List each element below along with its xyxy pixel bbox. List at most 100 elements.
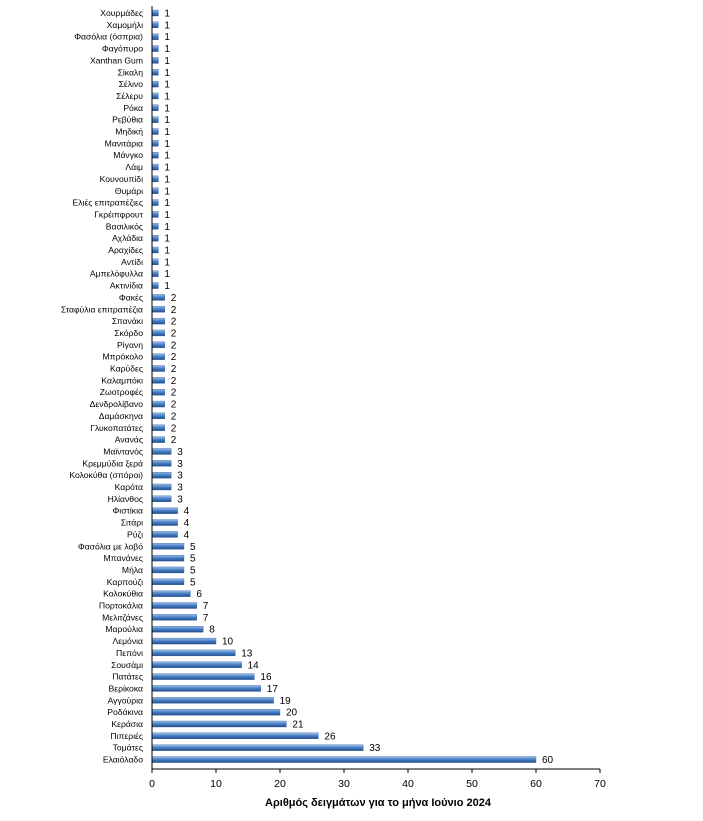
bar [151, 543, 185, 550]
category-label: Βερίκοκα [109, 683, 144, 693]
value-label: 2 [171, 293, 177, 304]
bar [151, 353, 165, 360]
x-tick-label: 0 [149, 778, 155, 790]
bar [151, 282, 159, 289]
bar [151, 104, 159, 111]
category-label: Μάνγκο [113, 150, 143, 160]
value-label: 26 [324, 731, 336, 742]
bar [151, 223, 159, 230]
category-label: Ρίγανη [117, 340, 143, 350]
value-label: 1 [164, 234, 170, 245]
value-label: 2 [171, 423, 177, 434]
category-label: Ανανάς [115, 435, 143, 445]
bar [151, 578, 185, 585]
bar [151, 471, 172, 479]
value-label: 1 [164, 20, 170, 31]
x-tick-label: 40 [402, 778, 414, 790]
category-label: Πιπεριές [110, 731, 143, 741]
value-label: 5 [190, 565, 196, 576]
category-label: Σέλερυ [116, 91, 143, 101]
bar [151, 709, 281, 716]
bar [151, 720, 287, 728]
value-label: 19 [280, 696, 292, 707]
bar [151, 614, 197, 621]
value-label: 3 [177, 447, 183, 458]
bars-layer [151, 9, 537, 763]
value-label: 7 [203, 613, 209, 624]
bar [151, 294, 165, 301]
bar [151, 448, 172, 455]
x-tick-label: 50 [466, 778, 478, 790]
category-label: Φασόλια (όσπρια) [74, 32, 143, 42]
x-axis-ticks: 0 10 20 30 40 50 60 70 [149, 769, 606, 790]
value-label: 8 [209, 625, 215, 636]
category-label: Γκρέιπφρουτ [94, 209, 143, 219]
category-label: Μαρούλια [105, 624, 143, 634]
category-label: Ροδάκινα [107, 707, 143, 717]
category-label: Κολοκύθια [103, 589, 143, 599]
category-label: Πεπόνι [116, 648, 143, 658]
category-label: Μηδική [115, 127, 143, 137]
category-label: Σκόρδο [114, 328, 143, 338]
category-label: Λάιμ [125, 162, 143, 172]
value-label: 1 [164, 151, 170, 162]
bar [151, 436, 165, 443]
bar [151, 377, 165, 384]
bar [151, 258, 159, 266]
bar [151, 92, 159, 100]
category-label: Τομάτες [113, 743, 143, 753]
value-label: 2 [171, 400, 177, 411]
value-label: 1 [164, 103, 170, 114]
value-label: 1 [164, 210, 170, 221]
bar [151, 756, 537, 763]
value-label: 5 [190, 542, 196, 553]
value-label: 2 [171, 435, 177, 446]
bar [151, 400, 165, 408]
x-tick-label: 70 [594, 778, 606, 790]
value-label: 2 [171, 411, 177, 422]
bar [151, 531, 178, 538]
bar [151, 128, 159, 135]
bar [151, 152, 159, 159]
value-label: 14 [248, 660, 260, 671]
category-label: Xanthan Gum [90, 55, 143, 65]
category-label: Ζωοτροφές [100, 387, 143, 397]
value-label: 1 [164, 68, 170, 79]
bar [151, 199, 159, 206]
value-label: 1 [164, 56, 170, 67]
category-label: Κρεμμύδια ξερά [82, 458, 143, 468]
value-label: 2 [171, 340, 177, 351]
value-label: 1 [164, 91, 170, 102]
category-label: Καρύδες [110, 364, 143, 374]
category-label: Αχλάδια [112, 233, 143, 243]
category-label: Δενδρολίβανο [90, 399, 144, 409]
category-label: Σταφύλια επιτραπέζια [61, 304, 143, 314]
value-label: 1 [164, 115, 170, 126]
bar [151, 116, 159, 123]
category-label: Φαγόπυρο [102, 44, 143, 54]
bar [151, 187, 159, 194]
value-label: 1 [164, 139, 170, 150]
bar [151, 744, 364, 751]
value-label: 1 [164, 44, 170, 55]
value-label: 4 [184, 518, 190, 529]
bar [151, 80, 159, 88]
value-label: 4 [184, 530, 190, 541]
value-label: 1 [164, 257, 170, 268]
bar [151, 460, 172, 467]
bar [151, 45, 159, 52]
bar [151, 673, 255, 680]
category-label: Μήλα [122, 565, 143, 575]
value-label: 1 [164, 269, 170, 280]
value-label: 3 [177, 459, 183, 470]
category-label: Σέλινο [119, 79, 144, 89]
bar [151, 626, 204, 633]
value-label: 1 [164, 9, 170, 20]
value-label: 1 [164, 127, 170, 138]
value-label: 16 [260, 672, 272, 683]
bar [151, 649, 236, 657]
category-label: Κολοκύθα (σπόροι) [69, 470, 143, 480]
bar [151, 211, 159, 218]
category-label: Φακές [119, 292, 143, 302]
